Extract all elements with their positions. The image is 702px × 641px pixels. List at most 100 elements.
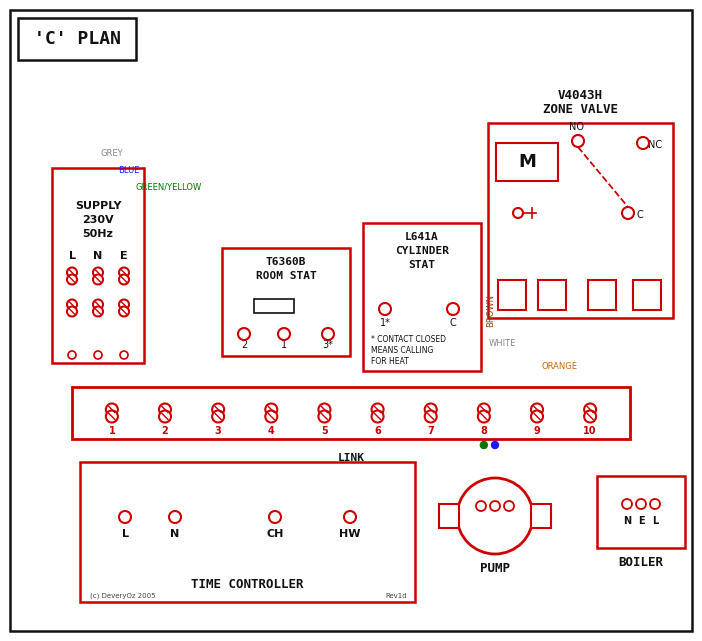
Text: TIME CONTROLLER: TIME CONTROLLER: [191, 578, 304, 590]
Circle shape: [476, 501, 486, 511]
Circle shape: [478, 403, 490, 415]
Circle shape: [93, 306, 103, 317]
Text: ORANGE: ORANGE: [542, 362, 578, 371]
Circle shape: [490, 501, 500, 511]
Circle shape: [531, 403, 543, 415]
Circle shape: [67, 306, 77, 317]
Text: 2: 2: [161, 426, 168, 436]
Text: L641A: L641A: [405, 232, 439, 242]
Text: M: M: [518, 153, 536, 171]
Circle shape: [159, 410, 171, 422]
Circle shape: [457, 478, 533, 554]
Bar: [80, 462, 415, 602]
Text: 50Hz: 50Hz: [83, 229, 114, 239]
Bar: [439, 504, 459, 528]
Text: BROWN: BROWN: [486, 294, 495, 326]
Circle shape: [265, 403, 277, 415]
Text: 4: 4: [268, 426, 274, 436]
Circle shape: [319, 403, 331, 415]
Circle shape: [106, 403, 118, 415]
Bar: [52, 168, 144, 363]
Bar: [531, 504, 551, 528]
Bar: [588, 280, 616, 310]
Circle shape: [319, 410, 331, 422]
Circle shape: [480, 442, 487, 449]
Text: C: C: [637, 210, 643, 220]
Circle shape: [68, 351, 76, 359]
Bar: [72, 387, 630, 439]
Bar: [222, 248, 350, 356]
Text: N: N: [623, 516, 631, 526]
Text: V4043H: V4043H: [558, 88, 603, 101]
Text: L: L: [69, 251, 76, 261]
Text: LINK: LINK: [338, 453, 364, 463]
Circle shape: [238, 328, 250, 340]
Bar: [498, 280, 526, 310]
Circle shape: [584, 410, 596, 422]
Circle shape: [344, 511, 356, 523]
Circle shape: [584, 403, 596, 415]
Text: 1*: 1*: [380, 318, 390, 328]
Text: 10: 10: [583, 426, 597, 436]
Text: GREY: GREY: [100, 149, 123, 158]
Circle shape: [67, 274, 77, 285]
Circle shape: [212, 410, 224, 422]
Text: 1: 1: [109, 426, 115, 436]
Text: WHITE: WHITE: [489, 339, 516, 348]
Text: Rev1d: Rev1d: [385, 593, 406, 599]
Text: C: C: [449, 318, 456, 328]
Circle shape: [447, 303, 459, 315]
Circle shape: [322, 328, 334, 340]
Circle shape: [119, 511, 131, 523]
Circle shape: [119, 274, 129, 285]
Text: HW: HW: [339, 529, 361, 539]
Circle shape: [425, 410, 437, 422]
Text: PUMP: PUMP: [480, 562, 510, 574]
Text: 2: 2: [241, 340, 247, 350]
Circle shape: [93, 267, 103, 278]
Circle shape: [650, 499, 660, 509]
Circle shape: [531, 410, 543, 422]
Circle shape: [513, 208, 523, 218]
Circle shape: [504, 501, 514, 511]
Circle shape: [67, 299, 77, 310]
Text: ROOM STAT: ROOM STAT: [256, 271, 317, 281]
Text: (c) DeveryOz 2005: (c) DeveryOz 2005: [90, 593, 156, 599]
Text: ZONE VALVE: ZONE VALVE: [543, 103, 618, 115]
Circle shape: [425, 403, 437, 415]
Text: 230V: 230V: [82, 215, 114, 225]
Bar: [254, 299, 294, 313]
Bar: [18, 18, 136, 60]
Text: L: L: [506, 519, 512, 529]
Bar: [538, 280, 566, 310]
Circle shape: [212, 403, 224, 415]
Circle shape: [94, 351, 102, 359]
Circle shape: [93, 299, 103, 310]
Circle shape: [572, 135, 584, 147]
Text: 3: 3: [215, 426, 222, 436]
Circle shape: [622, 207, 634, 219]
Text: E: E: [120, 251, 128, 261]
Text: 6: 6: [374, 426, 381, 436]
Text: 8: 8: [480, 426, 487, 436]
Bar: [496, 143, 558, 181]
Text: FOR HEAT: FOR HEAT: [371, 356, 409, 365]
Text: STAT: STAT: [409, 260, 435, 270]
Text: 1: 1: [281, 340, 287, 350]
Circle shape: [491, 442, 498, 449]
Circle shape: [622, 499, 632, 509]
Circle shape: [478, 410, 490, 422]
Text: BOILER: BOILER: [618, 556, 663, 569]
Circle shape: [120, 351, 128, 359]
Bar: [633, 280, 661, 310]
Circle shape: [371, 410, 383, 422]
Circle shape: [637, 137, 649, 149]
Circle shape: [265, 410, 277, 422]
Circle shape: [169, 511, 181, 523]
Circle shape: [119, 306, 129, 317]
Text: NO: NO: [569, 122, 583, 132]
Bar: [597, 476, 685, 548]
Text: SUPPLY: SUPPLY: [74, 201, 121, 211]
Text: GREEN/YELLOW: GREEN/YELLOW: [135, 182, 201, 191]
Circle shape: [93, 274, 103, 285]
